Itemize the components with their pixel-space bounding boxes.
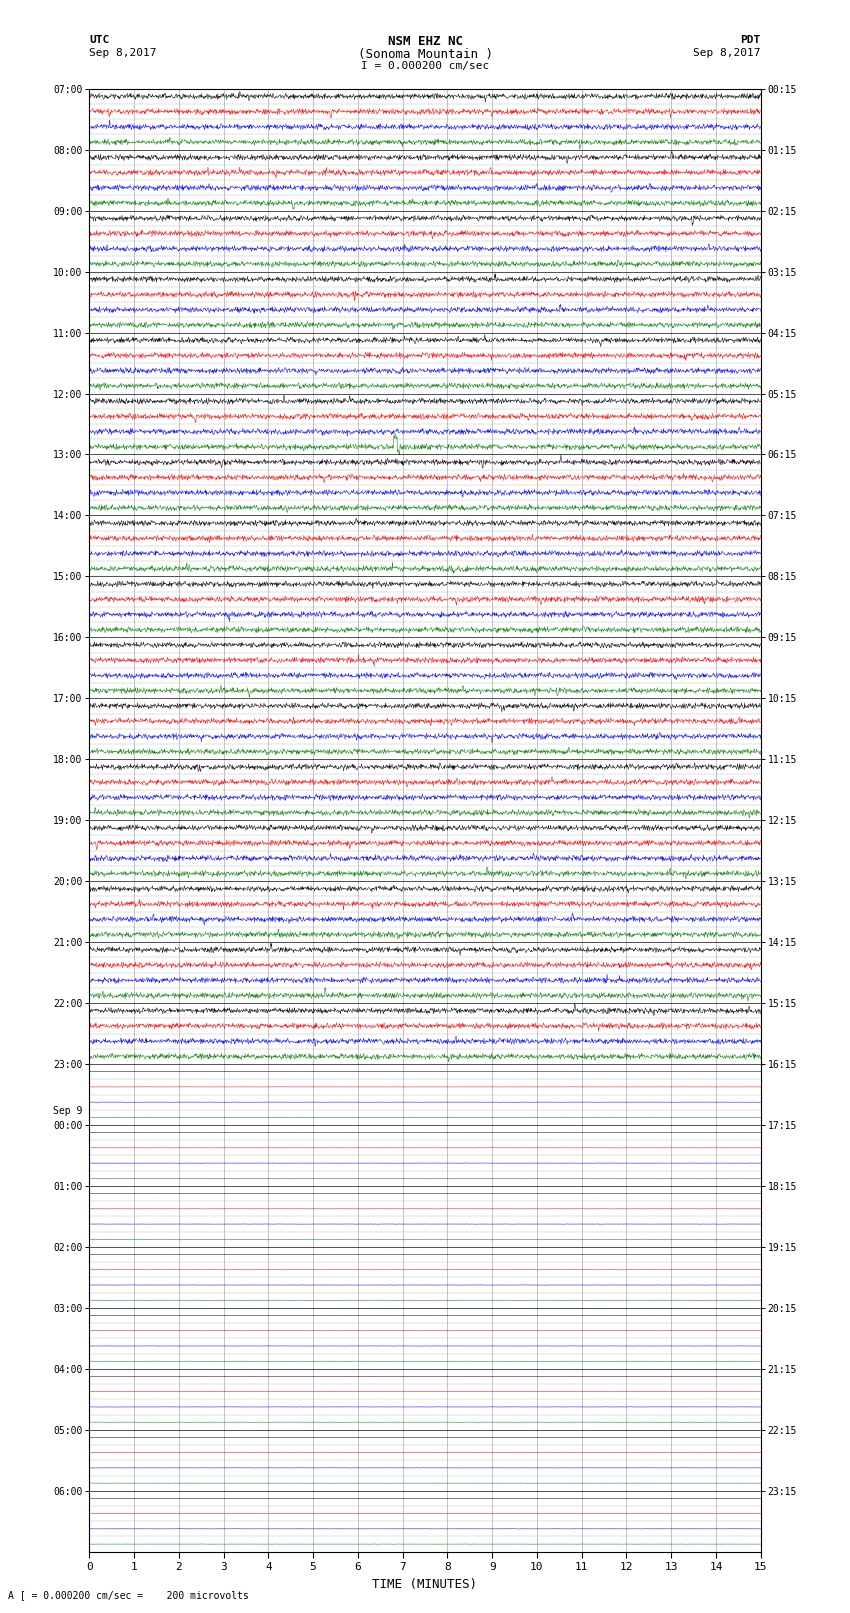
Text: UTC: UTC (89, 35, 110, 45)
Text: Sep 9: Sep 9 (54, 1107, 82, 1116)
Text: (Sonoma Mountain ): (Sonoma Mountain ) (358, 48, 492, 61)
Text: PDT: PDT (740, 35, 761, 45)
Text: Sep 8,2017: Sep 8,2017 (694, 48, 761, 58)
Text: I = 0.000200 cm/sec: I = 0.000200 cm/sec (361, 61, 489, 71)
Text: NSM EHZ NC: NSM EHZ NC (388, 35, 462, 48)
Text: Sep 8,2017: Sep 8,2017 (89, 48, 156, 58)
X-axis label: TIME (MINUTES): TIME (MINUTES) (372, 1578, 478, 1590)
Text: A [ = 0.000200 cm/sec =    200 microvolts: A [ = 0.000200 cm/sec = 200 microvolts (8, 1590, 249, 1600)
